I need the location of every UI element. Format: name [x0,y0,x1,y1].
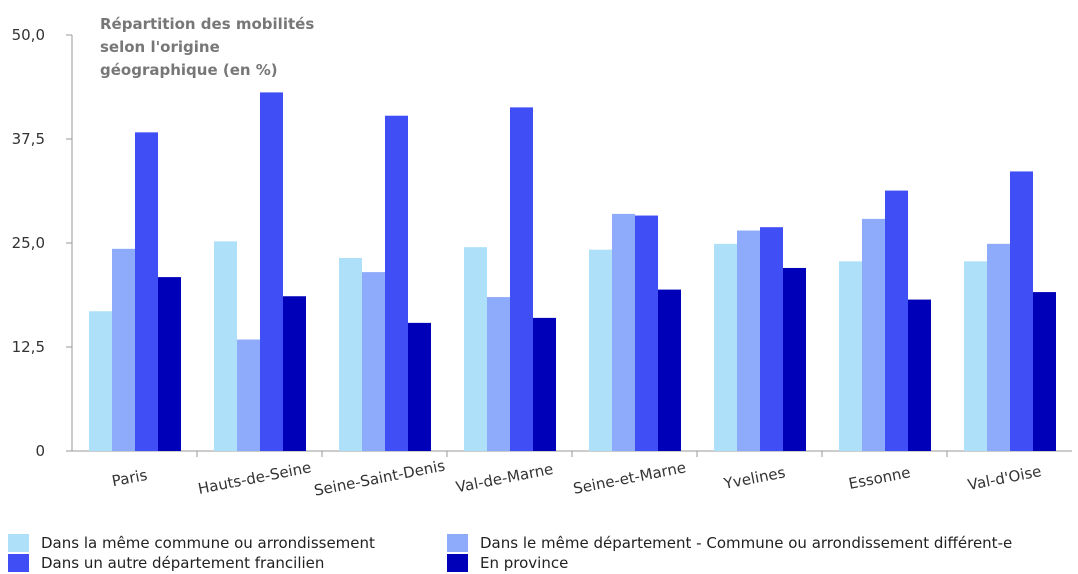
legend-label-province: En province [480,554,569,572]
bar [658,289,681,451]
x-tick-label: Seine-Saint-Denis [313,457,447,500]
bar [214,241,237,451]
bar [135,132,158,451]
bar [260,92,283,452]
legend-label-other-department: Dans un autre département francilien [41,554,325,572]
bar [964,261,987,451]
y-tick-label: 37,5 [12,130,45,148]
bar [487,297,510,451]
legend-swatch-same-commune [8,534,29,552]
bar [635,215,658,451]
bar [158,277,181,451]
chart-legend: Dans la même commune ou arrondissement D… [0,532,1078,574]
bar [464,247,487,451]
bar [339,257,362,451]
bar [987,243,1010,451]
bar [1010,171,1033,451]
chart-title-line-3: géographique (en %) [100,61,278,79]
bar [760,227,783,451]
legend-item-other-department: Dans un autre département francilien [8,554,324,572]
bar [885,190,908,452]
bar [862,218,885,451]
chart-title-line-2: selon l'origine [100,38,220,56]
bar [839,261,862,451]
bar [714,243,737,451]
x-tick-label: Seine-et-Marne [572,458,688,497]
legend-swatch-same-department [447,534,468,552]
bar [612,213,635,451]
x-tick-label: Essonne [847,463,912,493]
bar [908,299,931,451]
x-tick-label: Yvelines [721,463,787,493]
bar [89,311,112,451]
y-tick-label: 50,0 [12,26,45,44]
legend-label-same-commune: Dans la même commune ou arrondissement [41,534,375,552]
y-tick-label: 12,5 [12,338,45,356]
bar [1033,292,1056,451]
x-tick-label: Val-d'Oise [966,462,1043,494]
bar [510,107,533,451]
legend-swatch-province [447,554,468,572]
bar [283,296,306,451]
bar [589,249,612,451]
chart-title-line-1: Répartition des mobilités [100,15,315,33]
chart-title: Répartition des mobilités selon l'origin… [100,13,330,82]
bar [237,339,260,451]
legend-item-same-commune: Dans la même commune ou arrondissement [8,534,375,552]
legend-item-province: En province [447,554,568,572]
bar [112,248,135,451]
legend-swatch-other-department [8,554,29,572]
x-tick-label: Val-de-Marne [454,460,554,497]
bar [362,272,385,451]
y-tick-label: 25,0 [12,234,45,252]
legend-label-same-department: Dans le même département - Commune ou ar… [480,534,1013,552]
legend-item-same-department: Dans le même département - Commune ou ar… [447,534,1012,552]
bar [737,230,760,451]
x-tick-label: Paris [110,466,149,491]
bar [783,267,806,451]
bar [533,317,556,451]
bar [385,115,408,451]
bar [408,322,431,451]
y-tick-label: 0 [35,442,45,460]
x-tick-label: Hauts-de-Seine [196,458,312,498]
